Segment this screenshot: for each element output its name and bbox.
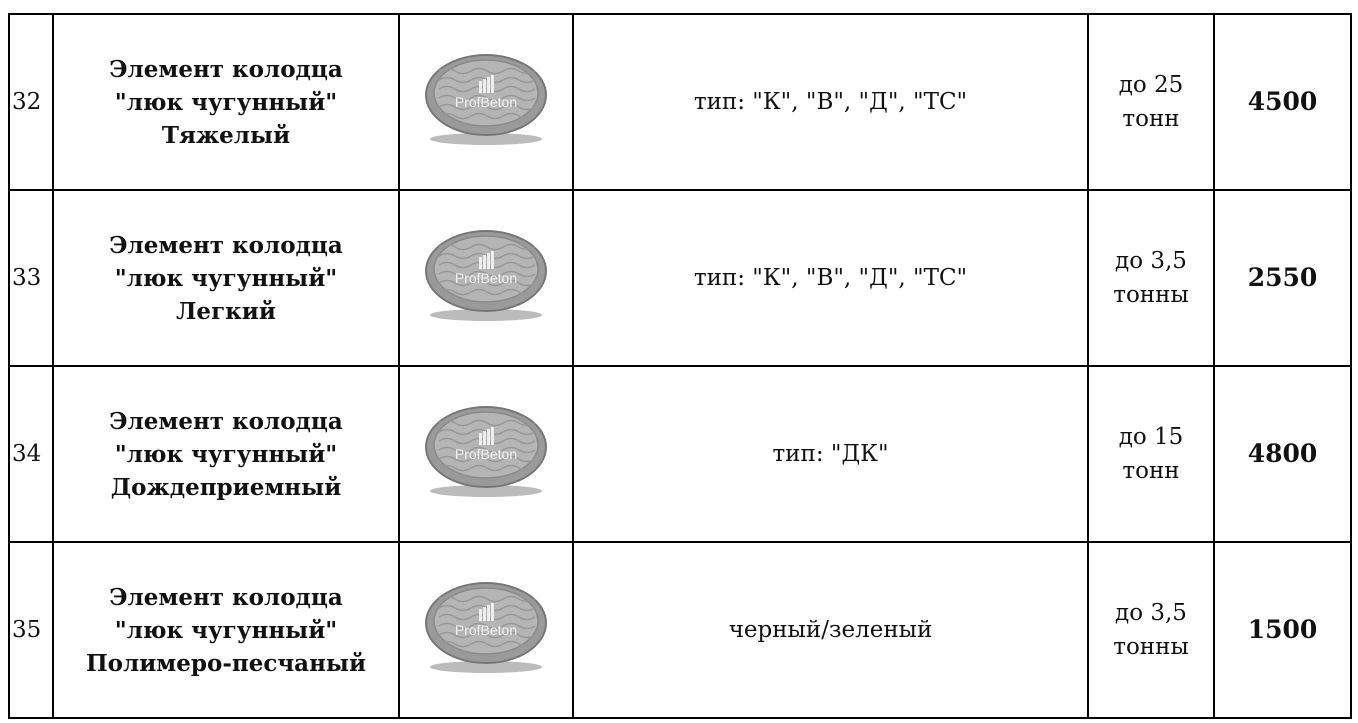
price: 4500 — [1213, 13, 1352, 191]
table-row: 35 Элемент колодца "люк чугунный" Полимеро-… — [8, 541, 1352, 719]
image-cell: ProfBeton — [398, 13, 574, 191]
cover-wave — [438, 631, 536, 638]
name-line: Элемент колодца — [109, 407, 343, 435]
image-cell: ProfBeton — [398, 541, 574, 719]
product-image: ProfBeton — [425, 229, 547, 321]
logo-bar — [487, 428, 490, 445]
load-capacity: до 15 тонн — [1087, 365, 1215, 543]
product-name: Элемент колодца "люк чугунный" Тяжелый — [52, 13, 400, 191]
name-line: Полимеро-песчаный — [85, 649, 367, 677]
name-line: Тяжелый — [161, 121, 291, 149]
logo-bar — [487, 604, 490, 621]
product-image: ProfBeton — [425, 405, 547, 497]
table-row: 32 Элемент колодца "люк чугунный" Тяжелый Pr… — [8, 13, 1352, 191]
cover-wave — [438, 279, 536, 286]
product-name: Элемент колодца "люк чугунный" Легкий — [52, 189, 400, 367]
logo-bar — [483, 606, 486, 621]
cover-wave — [438, 419, 536, 426]
logo-text: ProfBeton — [455, 622, 517, 638]
logo-text: ProfBeton — [455, 446, 517, 462]
cover-wave — [438, 288, 536, 295]
logo-bar — [479, 80, 482, 93]
logo-bar — [479, 256, 482, 269]
logo-bar — [483, 254, 486, 269]
row-number: 35 — [8, 541, 54, 719]
name-line: Элемент колодца — [109, 55, 343, 83]
name-line: Элемент колодца — [109, 583, 343, 611]
logo-bar — [483, 430, 486, 445]
cover-wave — [438, 67, 536, 74]
row-number: 34 — [8, 365, 54, 543]
name-line: "люк чугунный" — [114, 88, 338, 116]
logo-bar — [491, 426, 494, 445]
logo-bar — [479, 432, 482, 445]
price: 4800 — [1213, 365, 1352, 543]
table-row: 33 Элемент колодца "люк чугунный" Легкий Pro… — [8, 189, 1352, 367]
load-capacity: до 25 тонн — [1087, 13, 1215, 191]
product-name: Элемент колодца "люк чугунный" Полимеро-пе… — [52, 541, 400, 719]
cover-wave — [438, 455, 536, 462]
cover-wave — [438, 446, 536, 453]
row-number: 32 — [8, 13, 54, 191]
table-row: 34 Элемент колодца "люк чугунный" Дождеприе… — [8, 365, 1352, 543]
image-shadow — [430, 484, 542, 497]
name-line: "люк чугунный" — [114, 264, 338, 292]
logo-bar — [487, 252, 490, 269]
cover-wave — [438, 595, 536, 602]
price: 2550 — [1213, 189, 1352, 367]
cover-wave — [438, 112, 536, 119]
product-spec: тип: "К", "В", "Д", "ТС" — [572, 13, 1089, 191]
cover-wave — [438, 640, 536, 647]
name-line: "люк чугунный" — [114, 440, 338, 468]
product-spec: тип: "К", "В", "Д", "ТС" — [572, 189, 1089, 367]
product-spec: черный/зеленый — [572, 541, 1089, 719]
load-capacity: до 3,5 тонны — [1087, 189, 1215, 367]
name-line: Дождеприемный — [110, 473, 342, 501]
load-capacity: до 3,5 тонны — [1087, 541, 1215, 719]
cover-wave — [438, 94, 536, 101]
product-name: Элемент колодца "люк чугунный" Дождеприемн… — [52, 365, 400, 543]
logo-bar — [491, 602, 494, 621]
price: 1500 — [1213, 541, 1352, 719]
product-image: ProfBeton — [425, 53, 547, 145]
logo-bar — [491, 250, 494, 269]
logo-bar — [491, 74, 494, 93]
logo-text: ProfBeton — [455, 270, 517, 286]
cover-wave — [438, 622, 536, 629]
logo-bar — [479, 608, 482, 621]
product-image: ProfBeton — [425, 581, 547, 673]
name-line: "люк чугунный" — [114, 616, 338, 644]
name-line: Легкий — [176, 297, 276, 325]
image-shadow — [430, 660, 542, 673]
row-number: 33 — [8, 189, 54, 367]
cover-wave — [438, 103, 536, 110]
logo-bar — [483, 78, 486, 93]
product-spec: тип: "ДК" — [572, 365, 1089, 543]
image-shadow — [430, 308, 542, 321]
cover-wave — [438, 464, 536, 471]
logo-bar — [487, 76, 490, 93]
name-line: Элемент колодца — [109, 231, 343, 259]
image-cell: ProfBeton — [398, 189, 574, 367]
table-body: 32 Элемент колодца "люк чугунный" Тяжелый Pr… — [8, 13, 1352, 719]
logo-text: ProfBeton — [455, 94, 517, 110]
cover-wave — [438, 243, 536, 250]
cover-wave — [438, 270, 536, 277]
image-cell: ProfBeton — [398, 365, 574, 543]
price-table: 32 Элемент колодца "люк чугунный" Тяжелый Pr… — [8, 13, 1352, 719]
image-shadow — [430, 132, 542, 145]
